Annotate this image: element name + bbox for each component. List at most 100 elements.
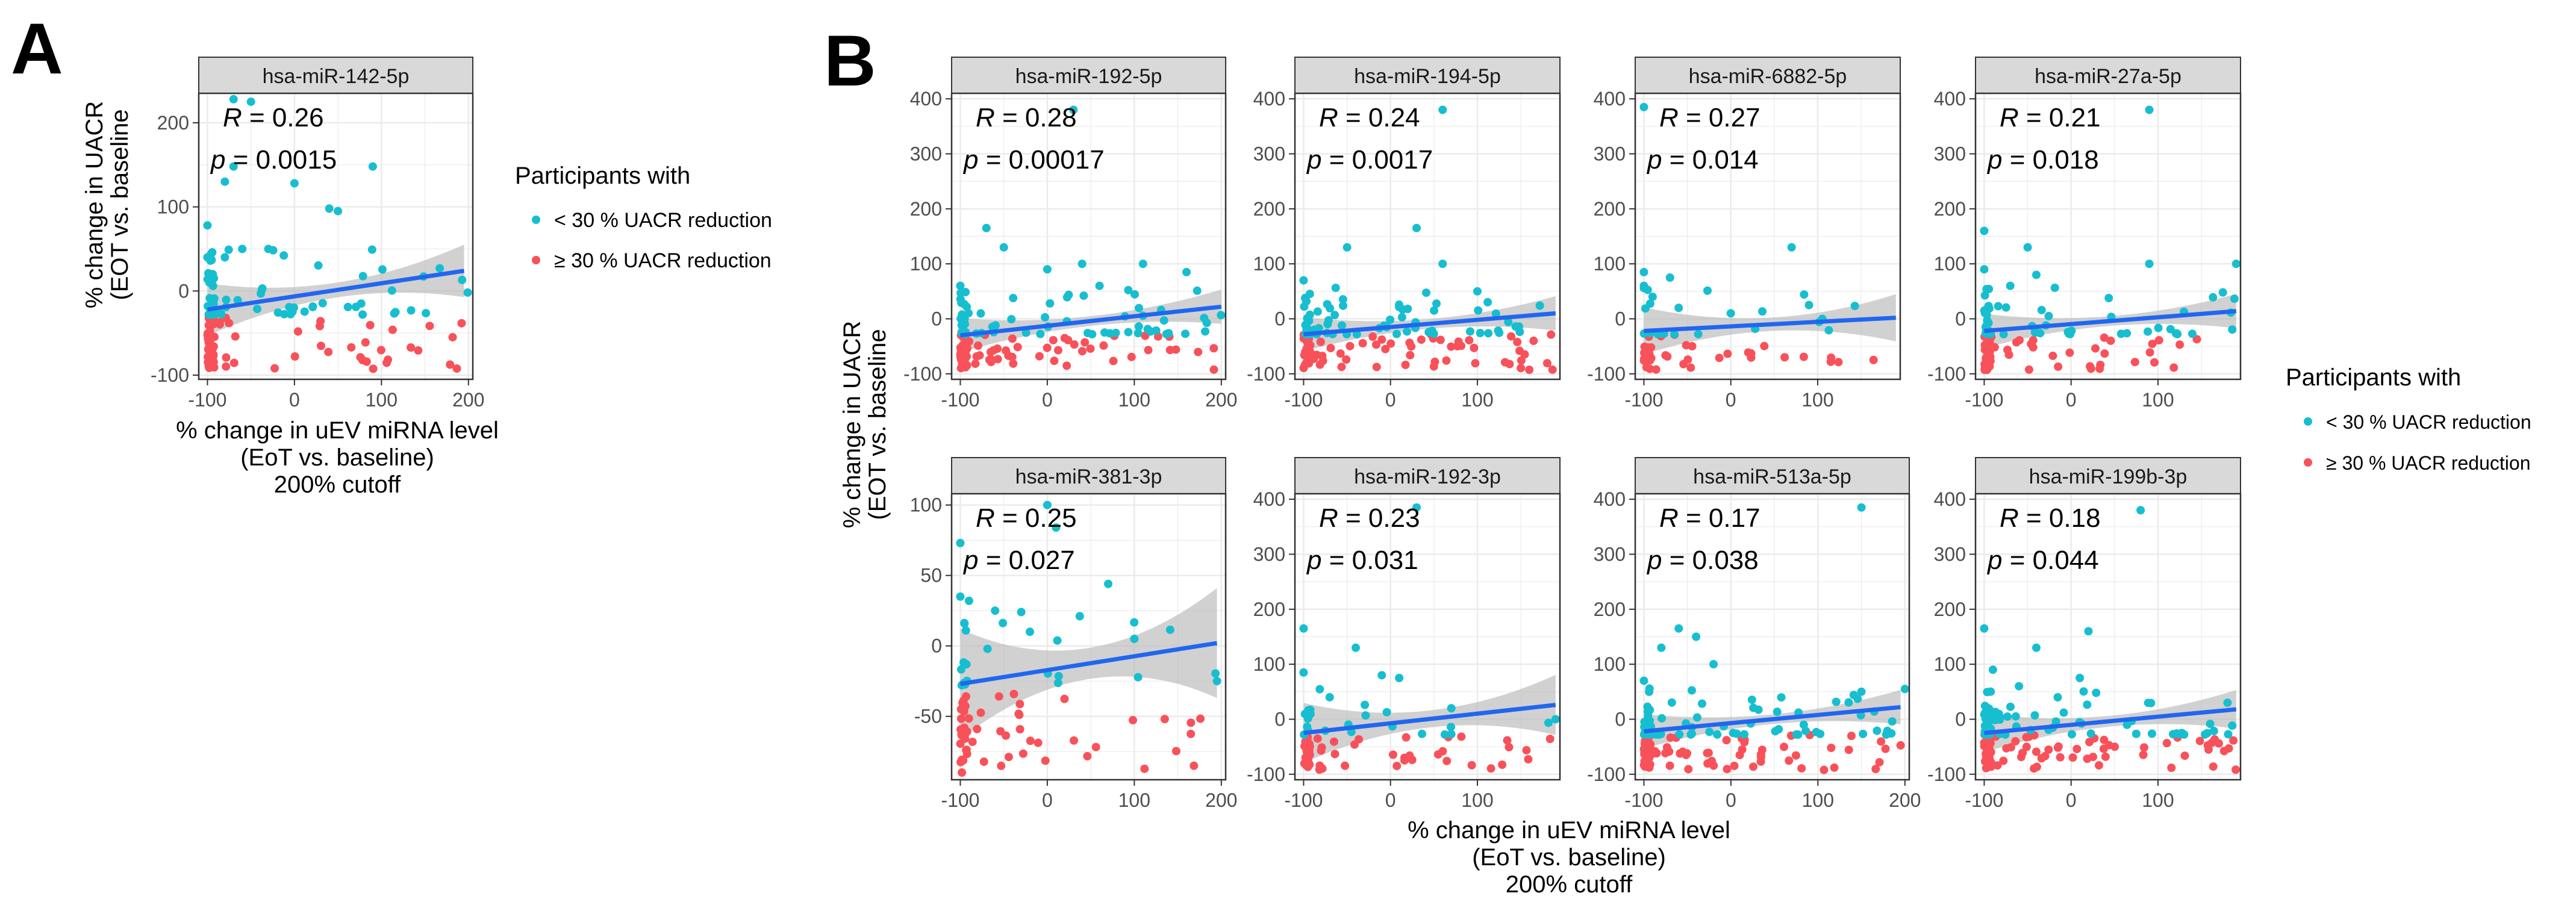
facet-2-point-high bbox=[1013, 343, 1022, 352]
facet-6-point-low bbox=[1104, 579, 1112, 588]
facet-2-point-low bbox=[976, 309, 985, 318]
facet-3-gridlines bbox=[1295, 93, 1560, 379]
facet-3-points bbox=[1299, 105, 1557, 375]
facet-8-point-low bbox=[1667, 698, 1676, 707]
facet-4-point-high bbox=[1723, 349, 1732, 358]
facet-7-ytick-label: 400 bbox=[1253, 488, 1285, 510]
facet-2-point-high bbox=[960, 361, 969, 370]
facet-6-point-high bbox=[956, 725, 965, 734]
facet-7-point-high bbox=[1524, 754, 1533, 763]
facet-1-point-high bbox=[209, 352, 218, 361]
facet-9-point-high bbox=[2072, 744, 2082, 753]
facet-2-point-low bbox=[988, 322, 997, 331]
facet-8-point-low bbox=[1740, 730, 1749, 739]
facet-5-point-high bbox=[2148, 340, 2157, 349]
facet-1-point-low bbox=[290, 179, 299, 188]
facet-6-point-high bbox=[1187, 729, 1196, 738]
facet-8-point-high bbox=[1730, 761, 1739, 770]
facet-8-title: hsa-miR-513a-5p bbox=[1693, 465, 1851, 488]
facet-1-point-low bbox=[233, 296, 242, 305]
facet-7-point-high bbox=[1442, 756, 1452, 765]
facet-2-point-low bbox=[1135, 303, 1144, 312]
facet-1-point-low bbox=[264, 244, 273, 253]
facet-3-point-low bbox=[1330, 311, 1339, 320]
panel-label-b: B bbox=[824, 20, 876, 101]
facet-5-point-low bbox=[2044, 311, 2053, 320]
facet-2-point-low bbox=[1095, 281, 1104, 290]
facet-4-point-low bbox=[1824, 326, 1833, 335]
facet-9-point-low bbox=[2086, 729, 2095, 738]
facet-1-point-high bbox=[290, 352, 299, 361]
facet-2-point-low bbox=[1046, 299, 1055, 308]
facet-3-point-high bbox=[1470, 343, 1479, 352]
panel-label-a: A bbox=[11, 8, 63, 89]
facet-3-point-high bbox=[1436, 335, 1445, 344]
facet-9-point-low bbox=[2144, 698, 2153, 707]
facet-1-point-low bbox=[205, 278, 214, 287]
panel-b-legend-item-low: < 30 % UACR reduction bbox=[2326, 411, 2531, 433]
facet-2-point-low bbox=[1007, 315, 1016, 324]
facet-1-point-high bbox=[369, 364, 378, 373]
facet-4-fit-line bbox=[1644, 316, 1896, 334]
facet-3-point-high bbox=[1407, 342, 1416, 351]
facet-3-point-high bbox=[1507, 332, 1516, 341]
facet-1-point-low bbox=[368, 162, 377, 171]
facet-8-point-low bbox=[1754, 705, 1763, 714]
facet-8-point-low bbox=[1713, 730, 1722, 739]
facet-1-point-low bbox=[279, 251, 288, 260]
facet-8-point-low bbox=[1705, 727, 1714, 736]
facet-2-fit-line bbox=[960, 304, 1222, 338]
facet-8-point-low bbox=[1888, 717, 1897, 726]
facet-5-point-low bbox=[2001, 303, 2010, 312]
facet-2-point-high bbox=[987, 358, 996, 367]
facet-3-point-high bbox=[1371, 340, 1380, 349]
facet-5-point-low bbox=[2218, 288, 2227, 297]
panel-a-ylabel-line-2: (EOT vs. baseline bbox=[107, 109, 133, 300]
facet-9-point-low bbox=[2209, 727, 2218, 736]
facet-1-point-high bbox=[457, 319, 466, 328]
facet-8-point-low bbox=[1687, 686, 1696, 695]
facet-6-title: hsa-miR-381-3p bbox=[1015, 465, 1162, 488]
facet-1-ytick-label: 100 bbox=[157, 196, 189, 218]
facet-1-point-low bbox=[203, 253, 212, 262]
facet-6-ytick-label: 50 bbox=[920, 565, 942, 586]
facet-2-point-low bbox=[1079, 291, 1088, 300]
facet-4-point-low bbox=[1787, 243, 1796, 252]
facet-5-point-low bbox=[2122, 329, 2132, 338]
facet-4-point-low bbox=[1694, 329, 1703, 338]
facet-6-point-high bbox=[1060, 694, 1069, 703]
facet-3-r-annotation: R = 0.24 bbox=[1319, 103, 1420, 132]
facet-3-point-high bbox=[1548, 365, 1557, 374]
facet-6-p-annotation: p = 0.027 bbox=[962, 546, 1075, 575]
facet-5-strip bbox=[1975, 57, 2241, 94]
facet-1-point-high bbox=[347, 343, 356, 352]
facet-6-point-high bbox=[1002, 731, 1011, 740]
facet-2-panel-border bbox=[950, 92, 1227, 381]
facet-7-ytick-label: 100 bbox=[1253, 653, 1285, 675]
panel-a-x-axis-label: % change in uEV miRNA level (EoT vs. bas… bbox=[176, 417, 499, 498]
facet-1-point-low bbox=[253, 305, 262, 314]
facet-3-point-high bbox=[1381, 344, 1390, 353]
facet-2-point-high bbox=[1081, 338, 1090, 347]
facet-9-panel-border bbox=[1974, 493, 2242, 781]
facet-4-strip bbox=[1635, 57, 1901, 94]
facet-1-point-high bbox=[204, 334, 213, 343]
facet-3-point-low bbox=[1331, 284, 1340, 293]
facet-1-point-high bbox=[316, 341, 325, 350]
facet-1-point-high bbox=[222, 353, 231, 362]
facet-9-point-high bbox=[2016, 753, 2026, 762]
facet-4-point-high bbox=[1651, 365, 1661, 374]
facet-2-point-low bbox=[1146, 327, 1155, 336]
facet-4-point-low bbox=[1758, 307, 1767, 316]
facet-6-point-high bbox=[958, 768, 967, 777]
facet-2-point-high bbox=[1053, 346, 1062, 355]
facet-4-point-low bbox=[1639, 281, 1648, 290]
facet-2-point-low bbox=[1040, 312, 1049, 322]
facet-5-point-high bbox=[2169, 363, 2178, 372]
facet-4-point-high bbox=[1640, 342, 1649, 351]
facet-9-point-low bbox=[2122, 720, 2132, 729]
facet-1-ytick-label: 200 bbox=[157, 112, 189, 134]
facet-8-xtick-label: 100 bbox=[1802, 789, 1834, 811]
facet-3-point-high bbox=[1406, 350, 1415, 359]
